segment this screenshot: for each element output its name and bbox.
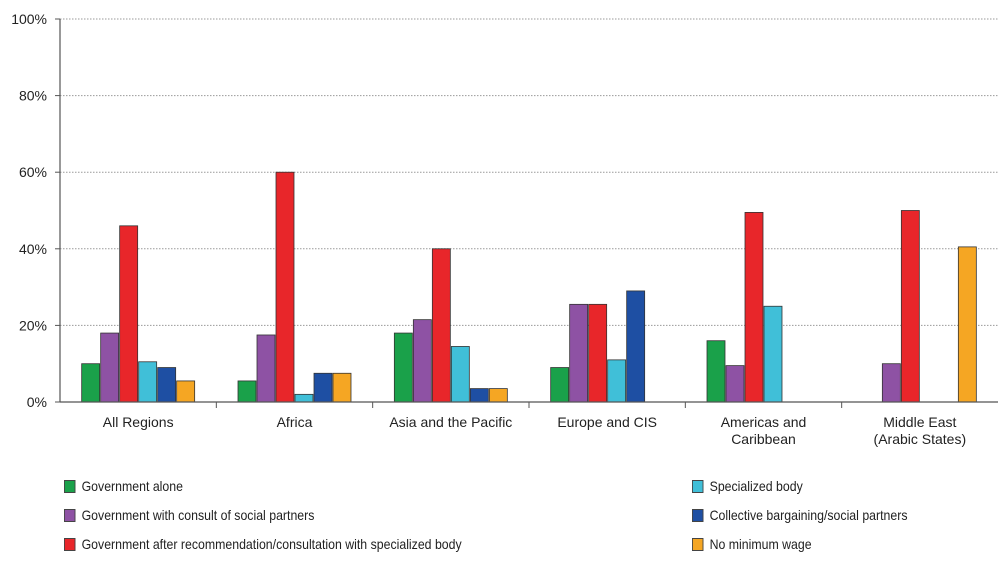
y-axis-ticks: 0% 20% 40% 60% 80% 100%	[11, 11, 60, 410]
legend-swatch	[692, 479, 704, 493]
bar	[706, 340, 726, 403]
legend-label: No minimum wage	[709, 536, 812, 552]
bar	[626, 290, 646, 403]
x-tick-label: Americas and Caribbean	[721, 414, 807, 447]
bar	[900, 210, 920, 403]
bar	[725, 365, 745, 403]
bar	[431, 248, 451, 403]
bar	[957, 246, 977, 403]
y-tick-label: 60%	[19, 164, 47, 180]
bar	[412, 319, 432, 403]
bar	[100, 332, 120, 403]
legend-swatch	[692, 537, 704, 551]
bar	[881, 363, 901, 403]
bar	[332, 372, 352, 403]
bar	[763, 305, 783, 403]
legend-label: Specialized body	[709, 478, 803, 494]
legend-item: No minimum wage	[692, 535, 812, 553]
bar	[81, 363, 101, 403]
x-axis-labels: All Regions Africa Asia and the Pacific Eur…	[103, 414, 966, 447]
x-tick-label: All Regions	[103, 414, 174, 430]
bar	[607, 359, 627, 403]
bar	[157, 367, 177, 403]
bar	[393, 332, 413, 403]
y-tick-label: 20%	[19, 317, 47, 333]
bar	[294, 393, 314, 403]
legend-item: Collective bargaining/social partners	[692, 506, 908, 524]
bar	[313, 372, 333, 403]
gridlines	[60, 18, 998, 326]
legend-label: Collective bargaining/social partners	[709, 507, 908, 523]
bar	[569, 303, 589, 403]
axes	[59, 19, 998, 408]
bar	[237, 380, 257, 403]
bar	[450, 346, 470, 403]
chart: 0% 20% 40% 60% 80% 100% All Regions Africa Asia…	[11, 11, 998, 447]
bar	[469, 388, 489, 403]
x-tick-label: Europe and CIS	[557, 414, 657, 430]
y-tick-label: 0%	[27, 394, 47, 410]
bar	[256, 334, 276, 403]
legend-label: Government alone	[81, 478, 183, 494]
bar	[550, 367, 570, 403]
x-tick-label: Africa	[277, 414, 313, 430]
legend-item: Government after recommendation/consulta…	[64, 535, 462, 553]
legend-swatch	[692, 508, 704, 522]
bar	[744, 212, 764, 403]
legend-label: Government with consult of social partne…	[81, 507, 315, 523]
bar	[275, 171, 295, 403]
bars	[81, 171, 977, 403]
bar	[588, 303, 608, 403]
bar	[119, 225, 139, 403]
legend-swatch	[64, 479, 76, 493]
bar	[176, 380, 196, 403]
legend-item: Specialized body	[692, 477, 803, 495]
y-tick-label: 80%	[19, 88, 47, 104]
legend-swatch	[64, 537, 76, 551]
bar	[488, 388, 508, 403]
y-tick-label: 100%	[11, 11, 47, 27]
bar	[138, 361, 158, 403]
x-tick-label: Middle East (Arabic States)	[874, 414, 967, 447]
legend-item: Government alone	[64, 477, 183, 495]
y-tick-label: 40%	[19, 241, 47, 257]
legend-label: Government after recommendation/consulta…	[81, 536, 462, 552]
legend-swatch	[64, 508, 76, 522]
x-tick-label: Asia and the Pacific	[389, 414, 512, 430]
legend-item: Government with consult of social partne…	[64, 506, 314, 524]
